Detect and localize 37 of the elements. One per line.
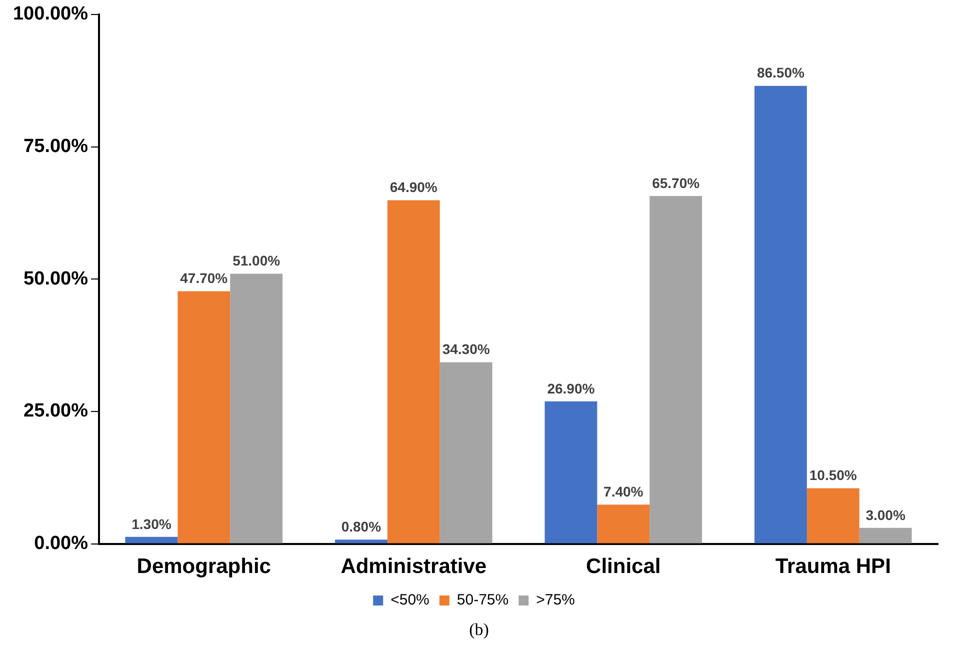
bar xyxy=(334,540,388,544)
data-label: 64.90% xyxy=(390,179,438,196)
y-tick-label: 25.00% xyxy=(24,400,88,422)
y-tick-label: 50.00% xyxy=(24,268,88,290)
data-label: 65.70% xyxy=(652,174,700,191)
data-label: 0.80% xyxy=(341,518,382,534)
y-tick-label: 75.00% xyxy=(24,136,88,157)
data-label: 1.30% xyxy=(132,516,172,532)
bar xyxy=(125,536,178,544)
x-tick-label: Trauma HPI xyxy=(775,555,891,578)
bar xyxy=(754,86,807,544)
bar xyxy=(806,488,860,544)
data-label: 51.00% xyxy=(232,252,281,269)
data-label: 26.90% xyxy=(547,380,596,396)
x-tick-label: Administrative xyxy=(340,555,487,578)
bar xyxy=(387,200,440,544)
data-label: 86.50% xyxy=(756,64,805,81)
data-label: 10.50% xyxy=(809,467,858,484)
data-label: 34.30% xyxy=(442,341,490,358)
y-tick-label: 0.00% xyxy=(34,533,88,554)
bar xyxy=(544,401,598,544)
legend-label: <50% xyxy=(390,592,430,609)
bar xyxy=(597,504,650,544)
bar xyxy=(440,362,492,544)
bar xyxy=(859,528,912,544)
legend-label: >75% xyxy=(536,592,575,609)
x-tick-label: Clinical xyxy=(586,555,661,578)
legend-label: 50-75% xyxy=(456,592,509,609)
bar xyxy=(650,196,702,544)
bar xyxy=(230,274,283,544)
data-label: 3.00% xyxy=(866,506,906,523)
x-tick-label: Demographic xyxy=(136,555,272,578)
data-label: 47.70% xyxy=(180,270,228,286)
text: (b) xyxy=(468,620,490,640)
data-label: 7.40% xyxy=(604,483,644,500)
y-tick-label: 100.00% xyxy=(12,4,88,25)
bar xyxy=(178,291,230,544)
